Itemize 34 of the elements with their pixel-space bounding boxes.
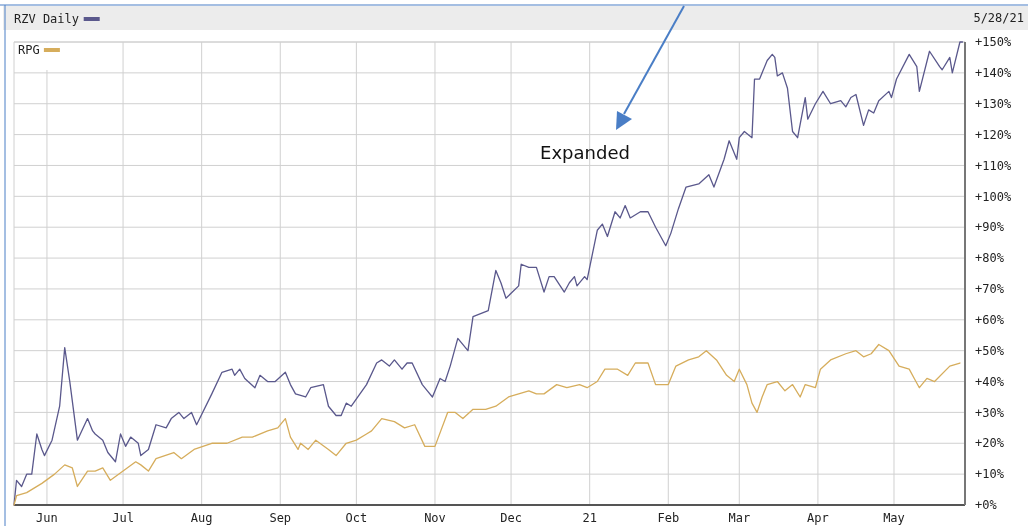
x-tick-label: Sep xyxy=(269,511,292,525)
legend-label: RZV Daily xyxy=(14,12,80,27)
y-tick-label: +90% xyxy=(975,220,1005,235)
x-tick-label: Aug xyxy=(190,511,213,525)
x-tick-label: Mar xyxy=(728,511,751,525)
y-tick-label: +80% xyxy=(975,251,1005,266)
x-tick-label: Dec xyxy=(500,511,522,525)
x-tick-label: Feb xyxy=(657,511,680,525)
y-tick-label: +110% xyxy=(975,158,1012,173)
y-tick-label: +100% xyxy=(975,189,1012,204)
x-tick-label: Jun xyxy=(36,511,58,525)
line-series xyxy=(13,343,961,506)
x-tick-label: Apr xyxy=(807,511,829,525)
line-series xyxy=(13,41,964,506)
y-tick-label: +50% xyxy=(975,343,1005,358)
x-tick-label: May xyxy=(883,511,905,525)
text: 5/28/21 xyxy=(973,11,1024,26)
legend-label: RPG xyxy=(18,43,40,58)
y-tick-label: +0% xyxy=(975,498,998,513)
x-tick-label: 21 xyxy=(582,511,597,525)
y-tick-label: +60% xyxy=(975,313,1005,327)
y-tick-label: +120% xyxy=(975,127,1012,142)
y-tick-label: +140% xyxy=(975,66,1012,81)
x-tick-label: Oct xyxy=(345,511,368,525)
x-tick-label: Jul xyxy=(112,511,134,525)
y-tick-label: +130% xyxy=(975,96,1012,111)
y-tick-label: +20% xyxy=(975,436,1005,451)
annotation: Expanded xyxy=(540,142,630,164)
y-tick-label: +150% xyxy=(975,35,1012,50)
y-tick-label: +70% xyxy=(975,282,1005,297)
y-tick-label: +30% xyxy=(975,405,1005,420)
y-tick-label: +40% xyxy=(975,374,1005,389)
y-tick-label: +10% xyxy=(975,467,1005,482)
x-tick-label: Nov xyxy=(424,511,446,525)
